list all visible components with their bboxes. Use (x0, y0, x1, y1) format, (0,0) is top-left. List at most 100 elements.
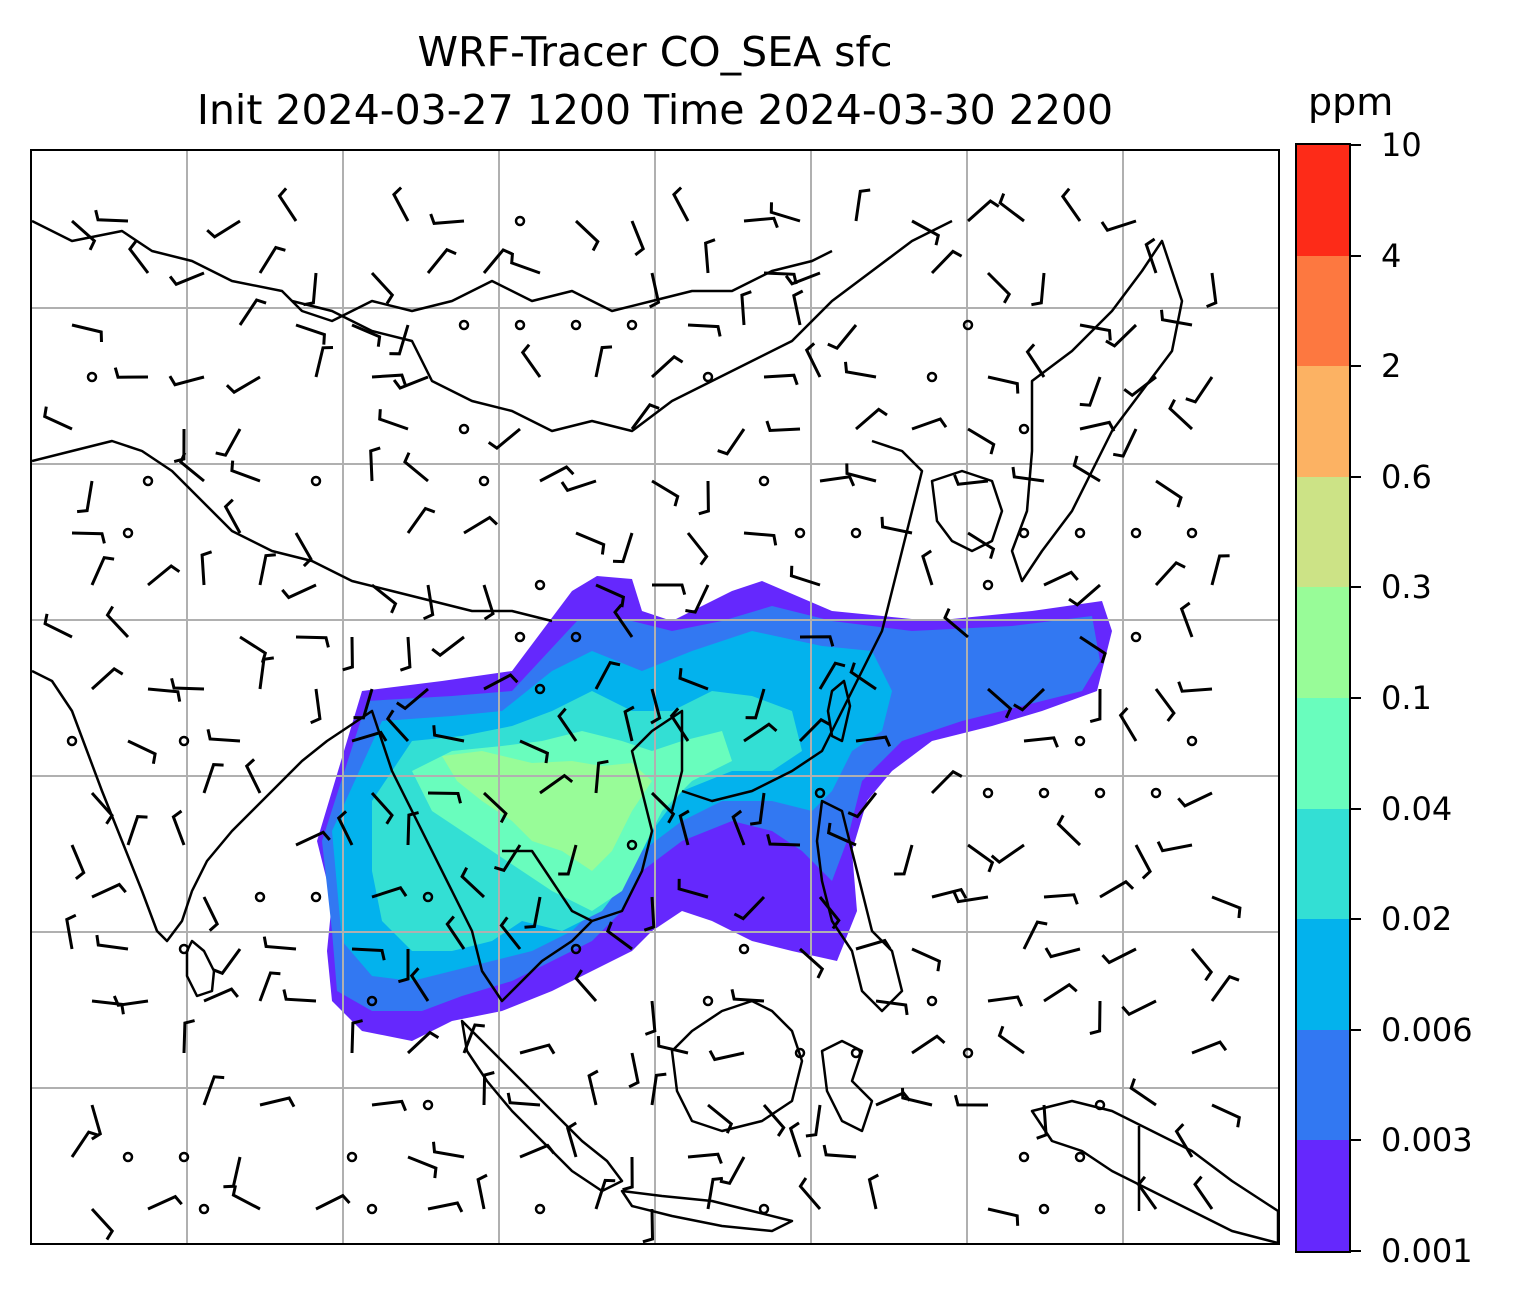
wind-barb (258, 553, 276, 586)
wind-barb (76, 480, 94, 514)
wind-barb (406, 811, 419, 846)
wind-barb (350, 1019, 363, 1054)
wind-barb (206, 219, 241, 239)
wind-barb (672, 186, 690, 222)
calm-wind-marker (366, 1203, 378, 1215)
wind-barb (262, 936, 297, 951)
wind-barb (706, 1176, 724, 1210)
calm-wind-marker (626, 319, 638, 331)
calm-wind-marker (1094, 787, 1106, 799)
wind-barb (798, 1177, 822, 1210)
wind-barb (432, 1141, 465, 1159)
wind-barb (539, 465, 575, 483)
wind-barb (422, 584, 435, 621)
calm-wind-marker (1018, 1151, 1030, 1163)
wind-barb (1155, 479, 1183, 508)
wind-barb (1206, 272, 1218, 308)
wind-barb (519, 1043, 556, 1055)
wind-barb (931, 887, 968, 900)
wind-barb (126, 815, 148, 846)
wind-barb (1099, 879, 1135, 899)
wind-barb (788, 1121, 802, 1158)
calm-wind-marker (422, 891, 434, 903)
wind-barb (1089, 688, 1102, 724)
colorbar-segment (1297, 587, 1349, 698)
wind-barb (493, 844, 522, 873)
mongolia-border (291, 219, 953, 433)
wind-barb (94, 209, 129, 223)
wind-barb (719, 1156, 746, 1186)
calm-wind-marker (86, 371, 98, 383)
colorbar-tick (1351, 365, 1361, 368)
wind-barb (997, 1025, 1025, 1055)
wind-barb (91, 882, 127, 899)
calm-wind-marker (1094, 1203, 1106, 1215)
wind-barb (1129, 1078, 1157, 1107)
wind-barb (1211, 1103, 1241, 1128)
colorbar-tick (1351, 918, 1361, 921)
wind-barb (171, 809, 186, 846)
wind-barb (303, 272, 318, 307)
wind-barb (704, 238, 716, 274)
wind-barb (769, 202, 801, 223)
wind-barb (95, 934, 129, 951)
wind-barb (427, 1201, 464, 1213)
wind-barb (1043, 982, 1078, 1003)
wind-barb (369, 446, 381, 482)
wind-barb (953, 1094, 989, 1107)
wind-barb (482, 584, 495, 621)
wind-barb (558, 844, 578, 876)
wind-barb (295, 635, 330, 648)
wind-barb (539, 773, 574, 795)
wind-barb (826, 822, 857, 847)
wind-barb (371, 583, 398, 614)
wind-barb (678, 809, 690, 846)
wind-barb (112, 995, 149, 1007)
wind-barb (1210, 974, 1240, 1002)
wind-barb (792, 289, 804, 326)
wind-barb (392, 186, 410, 222)
wind-barb (967, 531, 996, 560)
korea-outline (930, 469, 1004, 553)
concentration-field (317, 576, 1112, 1041)
wind-barb (258, 245, 286, 274)
wind-barb (911, 417, 948, 431)
calm-wind-marker (1186, 735, 1198, 747)
wind-barb (90, 667, 124, 691)
wind-barb (565, 1121, 578, 1158)
wind-barb (740, 290, 752, 326)
wind-barb (1056, 814, 1082, 847)
wind-barb (1154, 688, 1176, 722)
wind-barb (389, 324, 410, 356)
wind-barb (763, 271, 798, 285)
wind-barb (1134, 844, 1152, 880)
calm-wind-marker (1018, 527, 1030, 539)
wind-barb (784, 271, 821, 286)
calm-wind-marker (1130, 527, 1142, 539)
wind-barb (650, 791, 676, 824)
calm-wind-marker (346, 1151, 358, 1163)
wind-barb (147, 564, 181, 587)
colorbar-tick (1351, 1250, 1361, 1252)
wind-barb (1043, 570, 1079, 587)
indochina-coastline (341, 709, 684, 1003)
russia-border (32, 219, 833, 323)
wind-barb (1101, 947, 1137, 965)
calm-wind-marker (254, 891, 266, 903)
calm-wind-marker (814, 787, 826, 799)
calm-wind-marker (122, 527, 134, 539)
wind-barb (652, 583, 687, 596)
wind-barb (605, 921, 633, 951)
calm-wind-marker (1018, 423, 1030, 435)
colorbar-tick (1351, 144, 1361, 146)
wind-barb (789, 565, 821, 587)
wind-barb (371, 373, 407, 386)
colorbar (1295, 143, 1351, 1253)
wind-barb (628, 1052, 640, 1089)
calm-wind-marker (850, 527, 862, 539)
wind-barb (733, 895, 766, 921)
wind-barb (487, 427, 521, 450)
calm-wind-marker (122, 1151, 134, 1163)
wind-barbs (43, 186, 1242, 1243)
wind-barb (557, 707, 578, 742)
